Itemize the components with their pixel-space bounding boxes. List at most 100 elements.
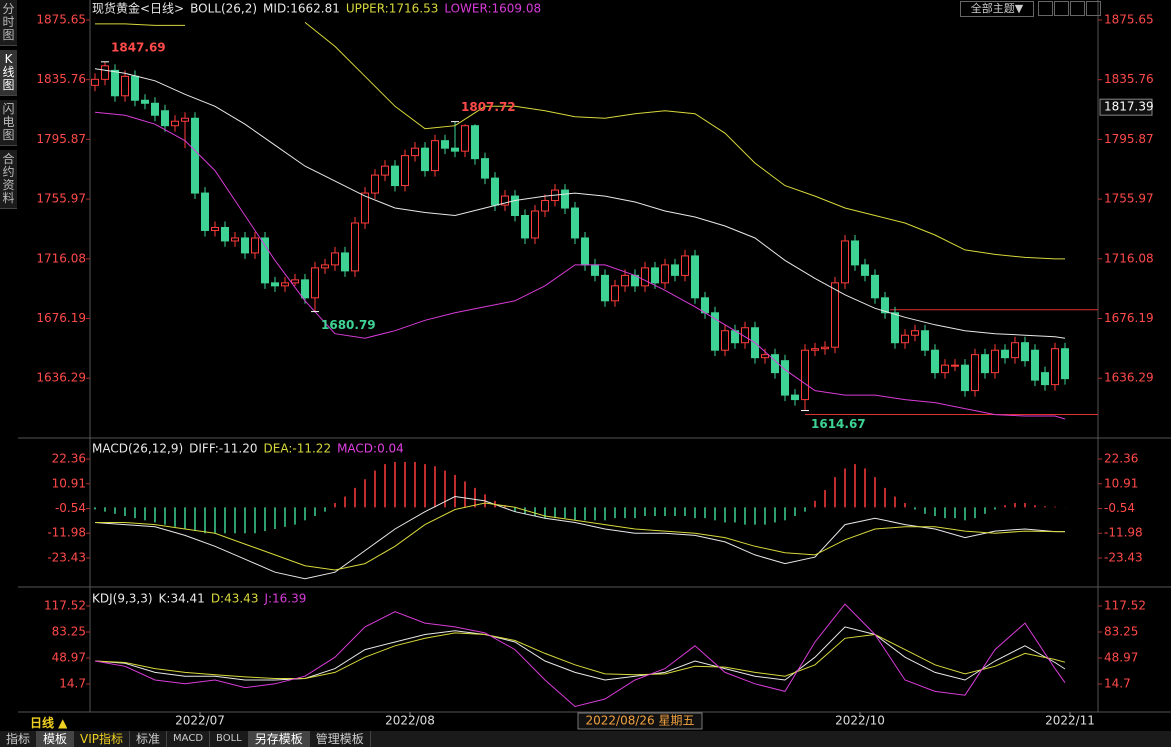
- candle-body: [1061, 348, 1069, 380]
- candle-body: [1011, 342, 1019, 359]
- indicator-line: [95, 22, 1065, 260]
- candle-body: [811, 348, 819, 351]
- indicator-line: [94, 603, 1066, 708]
- candle-body: [231, 237, 239, 242]
- legend-label: BOLL(26,2): [190, 2, 257, 16]
- candle-body: [481, 158, 489, 179]
- candle-body: [541, 200, 549, 212]
- legend-label: D:43.43: [211, 592, 259, 606]
- candle-body: [781, 360, 789, 396]
- candle-body: [991, 349, 999, 374]
- y-tick-label: 1636.29: [36, 371, 86, 385]
- legend-label: LOWER:1609.08: [444, 2, 541, 16]
- cursor-date-label: 2022/08/26 星期五: [586, 714, 695, 728]
- icon-button[interactable]: [1086, 1, 1101, 16]
- tab[interactable]: 指标: [0, 731, 38, 747]
- candle-body: [531, 210, 539, 239]
- tab[interactable]: 管理模板: [310, 731, 371, 747]
- tab[interactable]: BOLL: [210, 731, 249, 747]
- candle-body: [371, 174, 379, 194]
- side-tab[interactable]: K线图: [0, 50, 17, 96]
- y-tick-label: 1716.08: [1104, 251, 1154, 265]
- side-tab[interactable]: 合约资料: [0, 150, 17, 209]
- indicator-line: [94, 68, 1066, 339]
- legend-label: DEA:-11.22: [264, 442, 332, 456]
- bottom-tabs: 指标 模板 VIP指标 标准 MACD BOLL 另存模板 管理模板: [0, 731, 1171, 747]
- y-tick-label: -11.98: [47, 526, 86, 540]
- cursor-price-box: [1099, 98, 1153, 116]
- candle-body: [671, 264, 679, 276]
- candle-body: [641, 267, 649, 287]
- y-tick-label: 1835.76: [1104, 72, 1154, 86]
- x-tick-label: 2022/11: [1045, 714, 1095, 728]
- tab[interactable]: 标准: [130, 731, 168, 747]
- y-tick-label: 83.25: [52, 624, 86, 638]
- candle-body: [381, 165, 389, 176]
- x-tick-label: 2022/08: [385, 714, 435, 728]
- candle-body: [331, 252, 339, 266]
- x-tick-label: 2022/07: [175, 714, 225, 728]
- y-tick-label: 1676.19: [36, 311, 86, 325]
- candle-body: [101, 65, 109, 80]
- tab[interactable]: 另存模板: [248, 731, 310, 747]
- candle-body: [111, 69, 119, 97]
- side-tab[interactable]: 闪电图: [0, 100, 17, 146]
- legend-label: MID:1662.81: [263, 2, 340, 16]
- tab[interactable]: MACD: [167, 731, 211, 747]
- candle-body: [421, 147, 429, 172]
- candle-body: [431, 140, 439, 172]
- tab[interactable]: VIP指标: [74, 731, 131, 747]
- candle-body: [141, 99, 149, 104]
- y-tick-label: 117.52: [44, 598, 86, 612]
- candle-body: [851, 240, 859, 266]
- y-tick-label: 1636.29: [1104, 371, 1154, 385]
- legend-label: K:34.41: [159, 592, 205, 606]
- icon-button[interactable]: [1070, 1, 1085, 16]
- candle-body: [761, 354, 769, 359]
- candle-body: [281, 282, 289, 287]
- y-tick-label: 1875.65: [36, 12, 86, 26]
- candle-body: [121, 75, 129, 97]
- candle-body: [441, 140, 449, 149]
- candle-body: [91, 78, 99, 86]
- legend-label: UPPER:1716.53: [346, 2, 438, 16]
- y-tick-label: 22.36: [1104, 452, 1138, 466]
- candle-body: [271, 282, 279, 287]
- extreme-label: 1680.79: [321, 318, 376, 332]
- candle-body: [971, 354, 979, 392]
- icon-button[interactable]: [1038, 1, 1053, 16]
- side-tab[interactable]: 分时图: [0, 0, 17, 46]
- y-tick-label: 14.7: [1104, 677, 1131, 691]
- period-button[interactable]: 日线 ▲: [30, 716, 68, 730]
- extreme-label: 1807.72: [461, 100, 516, 114]
- candle-body: [261, 237, 269, 284]
- candle-body: [981, 354, 989, 374]
- candle-body: [661, 264, 669, 284]
- candle-body: [1051, 348, 1059, 386]
- tab[interactable]: 模板: [37, 731, 75, 747]
- indicator-line: [94, 111, 1066, 420]
- candle-body: [621, 274, 629, 287]
- candle-body: [171, 120, 179, 127]
- candle-body: [251, 237, 259, 254]
- candle-body: [691, 255, 699, 299]
- y-tick-label: -23.43: [47, 550, 86, 564]
- candle-body: [681, 255, 689, 276]
- candle-body: [561, 189, 569, 209]
- y-tick-label: -0.54: [1104, 501, 1135, 515]
- y-tick-label: 48.97: [1104, 651, 1138, 665]
- candle-body: [611, 285, 619, 302]
- candle-body: [221, 226, 229, 242]
- candle-body: [511, 195, 519, 217]
- y-tick-label: 10.91: [52, 476, 86, 490]
- candle-body: [211, 226, 219, 231]
- y-tick-label: 48.97: [52, 651, 86, 665]
- candle-body: [791, 394, 799, 401]
- icon-button[interactable]: [1054, 1, 1069, 16]
- candle-body: [311, 267, 319, 299]
- candle-body: [341, 252, 349, 272]
- candle-body: [501, 195, 509, 206]
- candle-body: [291, 279, 299, 284]
- theme-select[interactable]: 全部主题▼: [960, 1, 1034, 17]
